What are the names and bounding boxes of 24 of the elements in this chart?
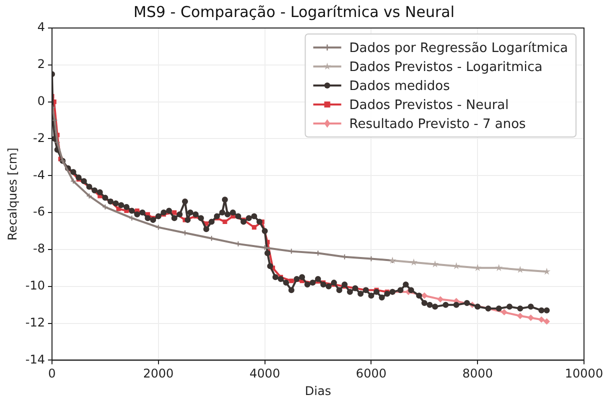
x-tick-label: 10000: [564, 366, 604, 381]
y-tick-label: -6: [33, 204, 45, 219]
y-tick-label: -12: [25, 315, 45, 330]
y-axis-title: Recalques [cm]: [5, 148, 20, 240]
legend-label: Resultado Previsto - 7 anos: [349, 116, 526, 132]
y-tick-label: 0: [37, 94, 45, 108]
y-tick-label: -8: [33, 242, 45, 256]
x-tick-label: 4000: [250, 366, 280, 381]
y-tick-label: 4: [37, 20, 45, 34]
x-tick-label: 2000: [143, 366, 174, 381]
y-tick-label: -2: [33, 130, 45, 145]
x-tick-label: 0: [48, 366, 56, 381]
y-tick-label: -10: [25, 278, 45, 293]
y-tick-label: -4: [33, 168, 45, 182]
legend-label: Dados medidos: [349, 78, 450, 94]
x-axis-title: Dias: [304, 384, 332, 398]
chart-title: MS9 - Comparação - Logarítmica vs Neural: [134, 2, 454, 21]
x-tick-label: 8000: [462, 366, 493, 381]
y-tick-label: -14: [25, 352, 45, 366]
legend-label: Dados por Regressão Logarítmica: [349, 40, 568, 56]
y-tick-label: 2: [37, 57, 45, 72]
legend-label: Dados Previstos - Logaritmica: [349, 60, 542, 75]
x-tick-label: 6000: [356, 366, 386, 381]
legend-label: Dados Previstos - Neural: [349, 98, 509, 113]
